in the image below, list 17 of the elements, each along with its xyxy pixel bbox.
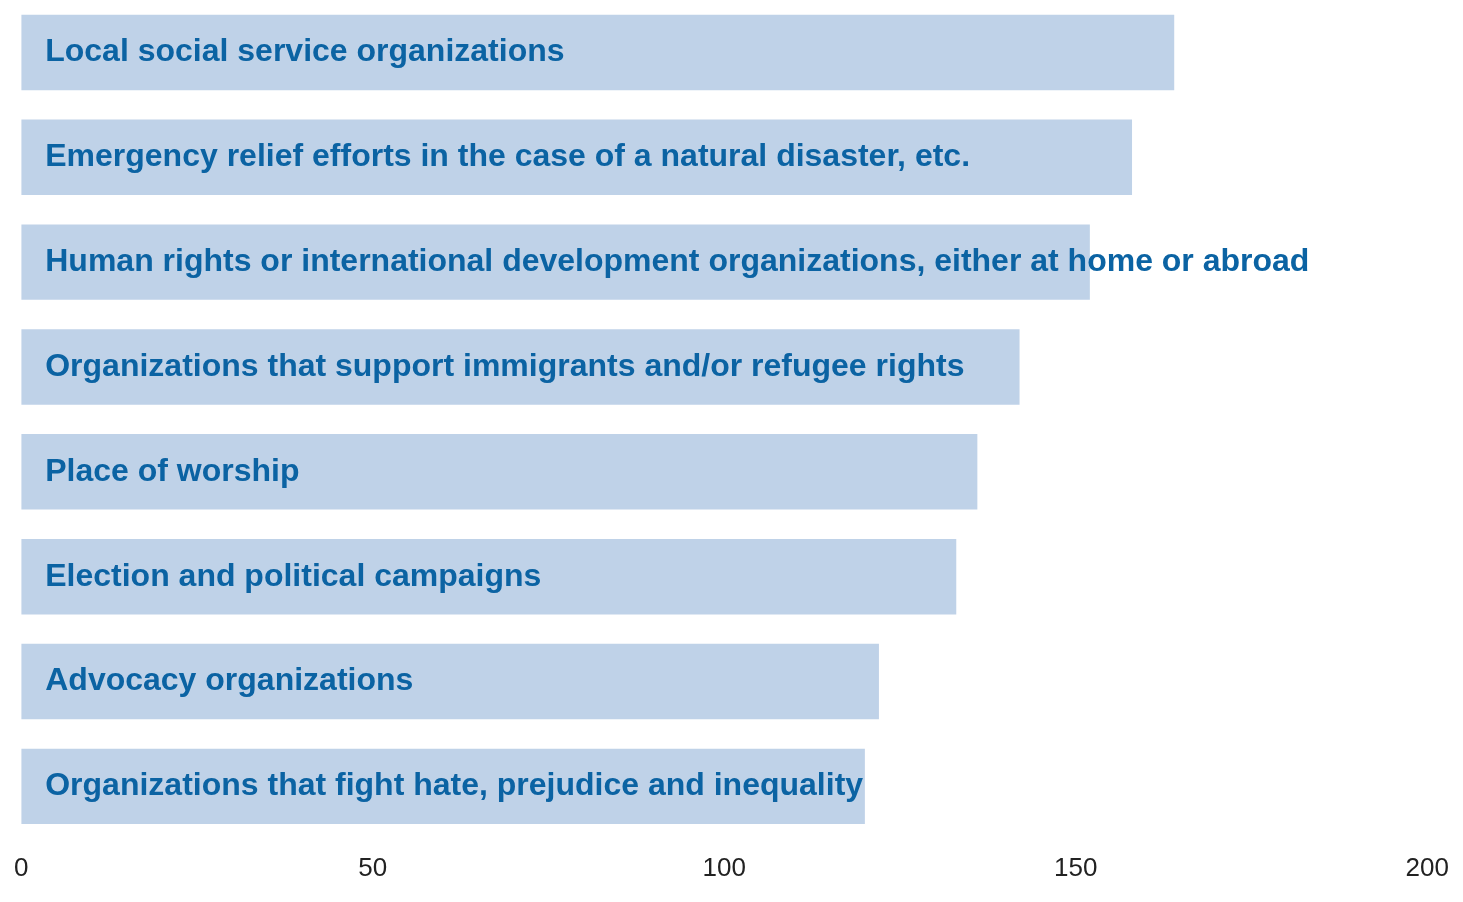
y-tick-label: Place of worship bbox=[45, 451, 300, 488]
bar bbox=[21, 643, 879, 720]
x-tick-label: 0 bbox=[14, 851, 29, 882]
y-tick-label: Human rights or international development organizations, either at home or abroad bbox=[45, 241, 1310, 278]
bar bbox=[21, 434, 978, 510]
bar bbox=[21, 14, 1175, 91]
y-tick-label: Election and political campaigns bbox=[45, 556, 542, 593]
y-tick-label: Advocacy organizations bbox=[45, 661, 414, 698]
y-tick-label: Organizations that fight hate, prejudice and inequality bbox=[45, 766, 864, 803]
y-tick-label: Emergency relief efforts in the case of a natural disaster, etc. bbox=[45, 137, 971, 174]
x-tick-label: 150 bbox=[1054, 851, 1098, 882]
x-tick-label: 200 bbox=[1405, 851, 1450, 882]
x-tick-label: 100 bbox=[702, 851, 746, 882]
y-tick-label: Organizations that support immigrants and/or refugee rights bbox=[45, 346, 965, 383]
y-tick-label: Local social service organizations bbox=[45, 32, 565, 69]
x-tick-label: 50 bbox=[358, 851, 388, 882]
bar bbox=[21, 538, 957, 615]
